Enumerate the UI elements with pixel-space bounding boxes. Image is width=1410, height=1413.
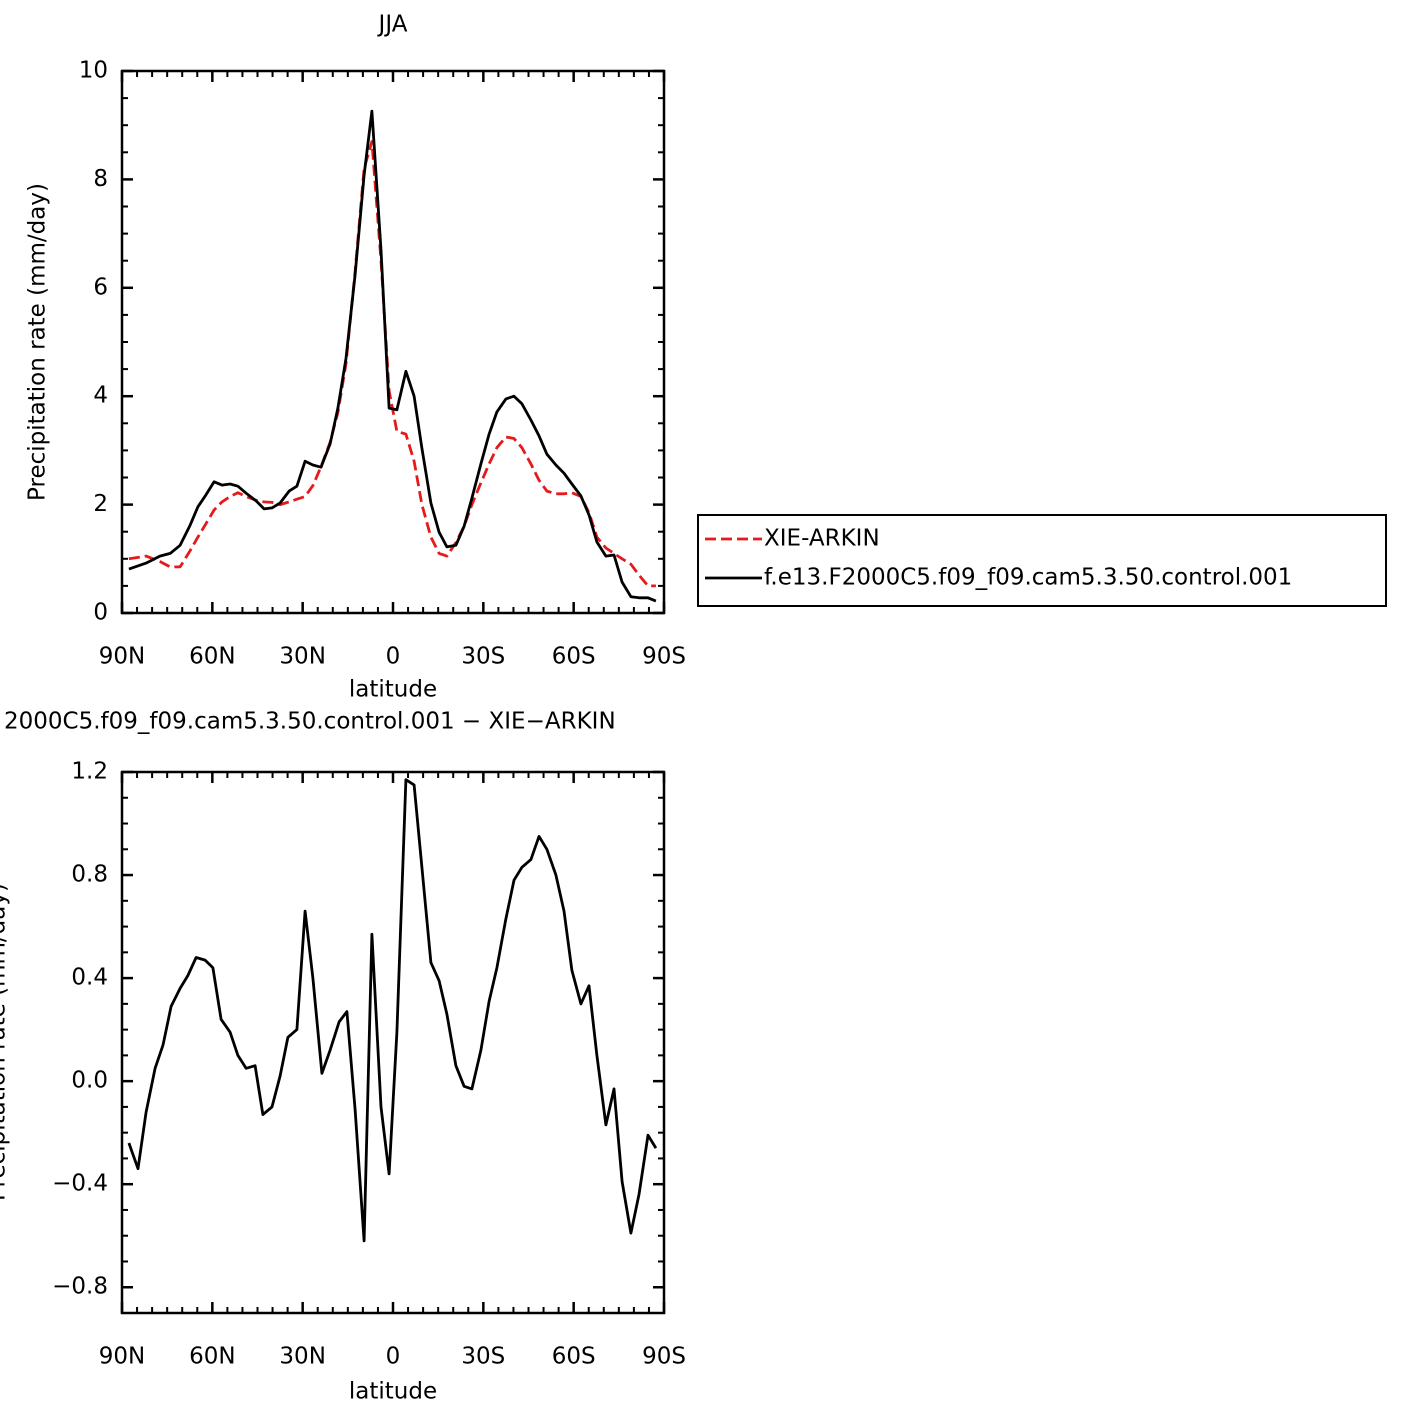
x-tick-label: 90N: [99, 1344, 145, 1370]
x-tick-label: 30N: [279, 644, 325, 670]
y-tick-label: 0.4: [71, 965, 108, 991]
data-line: [127, 778, 658, 1243]
y-tick-label: 0: [93, 600, 108, 626]
y-axis-label: Precipitation rate (mm/day): [0, 883, 11, 1201]
x-tick-label: 60S: [552, 1344, 596, 1370]
x-tick-label: 90N: [99, 644, 145, 670]
plot-frame: [120, 770, 666, 1315]
x-tick-label: 0: [386, 1344, 401, 1370]
x-tick-label: 60N: [189, 1344, 235, 1370]
x-tick-label: 30S: [461, 644, 505, 670]
x-tick-label: 60S: [552, 644, 596, 670]
y-tick-label: 0.8: [71, 862, 108, 888]
x-tick-label: 90S: [642, 1344, 686, 1370]
plot-frame: [120, 69, 666, 615]
x-tick-label: 90S: [642, 644, 686, 670]
y-tick-label: 0.0: [71, 1068, 108, 1094]
data-line: [128, 109, 657, 603]
y-tick-label: 8: [93, 166, 108, 192]
legend-label: XIE-ARKIN: [764, 526, 880, 552]
chart-title: JJA: [377, 12, 408, 38]
y-tick-label: −0.8: [52, 1274, 108, 1300]
x-tick-label: 30S: [461, 1344, 505, 1370]
data-line: [128, 140, 656, 588]
x-axis-label: latitude: [349, 677, 437, 703]
x-tick-label: 30N: [279, 1344, 325, 1370]
y-tick-label: 4: [93, 383, 108, 409]
y-axis-label: Precipitation rate (mm/day): [25, 183, 51, 501]
y-tick-label: 1.2: [71, 759, 108, 785]
legend-box: [697, 514, 1387, 607]
chart-title: 2000C5.f09_f09.cam5.3.50.control.001 − X…: [4, 709, 616, 735]
x-axis-label: latitude: [349, 1379, 437, 1405]
y-tick-label: −0.4: [52, 1171, 108, 1197]
x-tick-label: 0: [386, 644, 401, 670]
y-tick-label: 2: [93, 491, 108, 517]
y-tick-label: 6: [93, 274, 108, 300]
y-tick-label: 10: [79, 58, 108, 84]
legend-label: f.e13.F2000C5.f09_f09.cam5.3.50.control.…: [764, 565, 1292, 591]
x-tick-label: 60N: [189, 644, 235, 670]
